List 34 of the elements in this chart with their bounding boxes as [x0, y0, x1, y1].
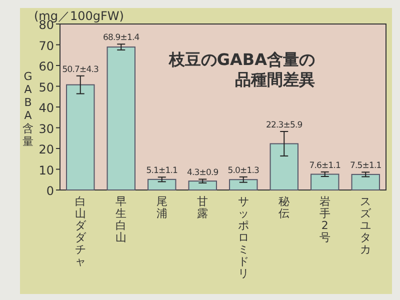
data-label: 22.3±5.9 — [266, 120, 302, 130]
y-tick-label: 50 — [38, 80, 54, 94]
y-tick-label: 70 — [38, 38, 54, 53]
data-label: 7.5±1.1 — [350, 161, 382, 172]
y-tick-label: 30 — [38, 122, 54, 136]
x-tick-label: 岩手2号 — [319, 195, 330, 244]
x-tick-label: サッポロミドリ — [238, 195, 249, 280]
bar — [106, 46, 136, 190]
data-label: 5.1±1.1 — [146, 166, 178, 176]
bar — [229, 179, 258, 190]
y-tick-label: 0 — [46, 184, 54, 198]
y-tick-label: 60 — [38, 60, 54, 74]
x-tick-label: 尾浦 — [156, 195, 168, 220]
data-label: 68.9±1.4 — [102, 33, 140, 44]
y-tick-label: 20 — [38, 142, 54, 156]
data-label: 5.0±1.3 — [228, 166, 260, 176]
x-tick-label: 白山ダダチャ — [74, 195, 87, 268]
bar — [270, 143, 298, 190]
bar — [310, 174, 340, 190]
y-tick-label: 10 — [38, 163, 54, 178]
data-label: 4.3±0.9 — [186, 168, 218, 178]
x-tick-label: スズユタカ — [360, 195, 372, 256]
x-tick-label: 秘伝 — [278, 195, 290, 220]
bar — [66, 84, 95, 190]
x-tick-label: 甘露 — [197, 195, 208, 220]
x-tick-label: 早生白山 — [116, 195, 127, 244]
bar — [148, 178, 176, 190]
data-label: 50.7±4.3 — [62, 64, 99, 75]
y-tick-label: 40 — [38, 101, 54, 115]
bar — [351, 174, 380, 190]
text: 枝豆のGABA含量の品種間差異 — [168, 50, 315, 90]
y-axis-title: GABA含量 — [22, 70, 34, 148]
bar — [188, 180, 217, 190]
data-label: 7.6±1.1 — [309, 160, 341, 171]
